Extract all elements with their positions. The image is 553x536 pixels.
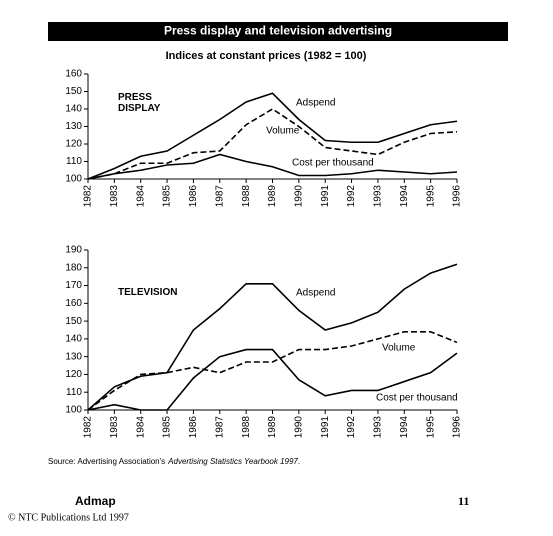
x-tick-label: 1982 (83, 185, 94, 208)
y-tick-label: 140 (65, 334, 82, 345)
x-tick-label: 1992 (346, 185, 357, 208)
y-tick-label: 100 (65, 174, 82, 185)
series-line (87, 348, 458, 411)
source-prefix: Source: Advertising Association's (48, 457, 165, 466)
x-tick-label: 1988 (241, 185, 252, 208)
chart-label-line: TELEVISION (118, 287, 177, 298)
x-tick-label: 1990 (293, 185, 304, 208)
x-tick-label: 1989 (267, 416, 278, 439)
y-tick-label: 140 (65, 104, 82, 115)
x-tick-label: 1983 (109, 185, 120, 208)
x-tick-label: 1988 (241, 416, 252, 439)
page-subtitle: Indices at constant prices (1982 = 100) (166, 50, 367, 62)
series-label: Volume (382, 343, 416, 354)
x-tick-label: 1994 (399, 185, 410, 208)
y-tick-label: 100 (65, 405, 82, 416)
y-tick-label: 120 (65, 139, 82, 150)
x-tick-label: 1986 (188, 416, 199, 439)
series-label: Cost per thousand (376, 393, 458, 404)
y-tick-label: 110 (66, 156, 82, 167)
source-suffix: . (298, 457, 300, 466)
series-line (87, 153, 458, 180)
x-tick-label: 1995 (425, 416, 436, 439)
copyright: © NTC Publications Ltd 1997 (8, 512, 129, 523)
series-label: Cost per thousand (292, 158, 374, 169)
source-title: Advertising Statistics Yearbook 1997 (167, 457, 298, 466)
x-tick-label: 1984 (135, 416, 146, 439)
chart-label: TELEVISION (118, 287, 177, 298)
x-tick-label: 1995 (425, 185, 436, 208)
y-tick-label: 150 (65, 86, 82, 97)
y-tick-label: 150 (65, 316, 82, 327)
chart-label-line: PRESS (118, 92, 152, 103)
series-line (87, 263, 458, 411)
x-tick-label: 1985 (162, 185, 173, 208)
page-title: Press display and television advertising (164, 24, 392, 38)
chart-label-line: DISPLAY (118, 103, 161, 114)
y-tick-label: 120 (65, 369, 82, 380)
series-line (87, 108, 458, 180)
x-tick-label: 1991 (320, 185, 331, 208)
chart-label: PRESS DISPLAY (118, 92, 161, 114)
x-tick-label: 1990 (293, 416, 304, 439)
x-tick-label: 1992 (346, 416, 357, 439)
title-banner (48, 22, 508, 41)
series-line (87, 330, 458, 411)
x-tick-label: 1983 (109, 416, 120, 439)
x-tick-label: 1982 (83, 416, 94, 439)
x-tick-label: 1987 (214, 185, 225, 208)
series-label: Volume (266, 126, 300, 137)
series-label: Adspend (296, 98, 335, 109)
y-tick-label: 160 (65, 298, 82, 309)
x-tick-label: 1996 (452, 185, 463, 208)
y-tick-label: 130 (65, 351, 82, 362)
y-tick-label: 160 (65, 69, 82, 80)
source-note: Source: Advertising Association's Adverti… (48, 457, 300, 466)
y-tick-label: 170 (65, 280, 82, 291)
y-tick-label: 190 (65, 245, 82, 256)
x-tick-label: 1987 (214, 416, 225, 439)
x-tick-label: 1996 (452, 416, 463, 439)
series-label: Adspend (296, 288, 335, 299)
y-tick-label: 110 (66, 387, 82, 398)
x-tick-label: 1986 (188, 185, 199, 208)
y-tick-label: 130 (65, 121, 82, 132)
x-tick-label: 1991 (320, 416, 331, 439)
page-number: 11 (458, 494, 469, 508)
x-tick-label: 1985 (162, 416, 173, 439)
x-tick-label: 1994 (399, 416, 410, 439)
series-line (87, 92, 458, 180)
x-tick-label: 1984 (135, 185, 146, 208)
y-tick-label: 180 (65, 262, 82, 273)
x-tick-label: 1989 (267, 185, 278, 208)
journal-name: Admap (75, 494, 116, 508)
x-tick-label: 1993 (373, 185, 384, 208)
x-tick-label: 1993 (373, 416, 384, 439)
